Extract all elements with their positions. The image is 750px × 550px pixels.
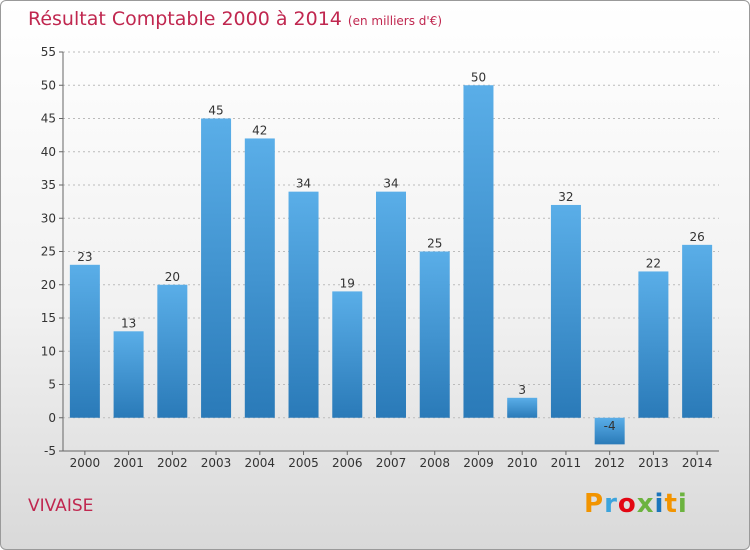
bar-value-label: 26 — [689, 230, 704, 244]
x-tick-label: 2001 — [113, 456, 144, 470]
bar — [594, 417, 625, 445]
x-tick-label: 2005 — [288, 456, 319, 470]
bar — [638, 271, 669, 418]
x-tick-label: 2012 — [594, 456, 625, 470]
x-tick-label: 2007 — [376, 456, 407, 470]
y-tick-label: 5 — [48, 378, 56, 392]
bar — [332, 291, 363, 418]
x-tick-label: 2000 — [70, 456, 101, 470]
x-tick-label: 2008 — [419, 456, 450, 470]
bar — [550, 204, 581, 418]
x-tick-label: 2009 — [463, 456, 494, 470]
chart-subtitle: (en milliers d'€) — [347, 14, 443, 28]
bar-value-label: 22 — [646, 256, 661, 270]
bar-value-label: 45 — [208, 104, 223, 118]
y-tick-label: 55 — [41, 45, 56, 59]
x-tick-label: 2013 — [638, 456, 669, 470]
logo-letter: t — [664, 489, 678, 519]
x-tick-label: 2002 — [157, 456, 188, 470]
place-name: VIVAISE — [28, 496, 94, 516]
y-tick-label: -5 — [44, 444, 56, 458]
bar-value-label: 25 — [427, 237, 442, 251]
logo-letter: i — [654, 489, 665, 519]
bar — [682, 244, 713, 418]
logo-letter: P — [584, 489, 605, 519]
bar-value-label: 19 — [340, 276, 355, 290]
logo-letter: o — [617, 489, 637, 519]
logo-letter: x — [636, 489, 655, 519]
bar — [419, 251, 450, 418]
bar — [376, 191, 406, 418]
bar-value-label: 3 — [518, 383, 526, 397]
bar-value-label: 13 — [121, 316, 136, 330]
bar — [507, 397, 538, 418]
bar — [244, 138, 275, 418]
bar — [288, 191, 319, 418]
bar-value-label: 34 — [383, 177, 398, 191]
bar — [201, 118, 232, 418]
bar — [463, 85, 494, 418]
y-tick-label: 10 — [41, 344, 56, 358]
logo-letter: i — [677, 489, 688, 519]
y-tick-label: 20 — [41, 278, 56, 292]
y-tick-label: 40 — [41, 145, 56, 159]
y-tick-label: 25 — [41, 245, 56, 259]
y-tick-label: 45 — [41, 112, 56, 126]
chart-title-text: Résultat Comptable 2000 à 2014 — [28, 8, 342, 30]
bar-value-label: 32 — [558, 190, 573, 204]
logo-letter: r — [604, 489, 618, 519]
bar-value-label: 20 — [165, 270, 180, 284]
x-tick-label: 2010 — [507, 456, 538, 470]
bar-value-label: 34 — [296, 177, 311, 191]
bar-value-label: 50 — [471, 70, 486, 84]
y-tick-label: 30 — [41, 211, 56, 225]
x-tick-label: 2006 — [332, 456, 363, 470]
chart-title: Résultat Comptable 2000 à 2014 (en millie… — [28, 8, 442, 30]
y-tick-label: 35 — [41, 178, 56, 192]
proxiti-logo: Proxiti — [584, 489, 688, 519]
bar-value-label: -4 — [604, 419, 616, 433]
y-tick-label: 15 — [41, 311, 56, 325]
bar — [113, 331, 144, 418]
x-tick-label: 2014 — [682, 456, 713, 470]
bar — [157, 284, 188, 418]
y-tick-label: 0 — [48, 411, 56, 425]
x-tick-label: 2003 — [201, 456, 232, 470]
y-tick-label: 50 — [41, 78, 56, 92]
x-tick-label: 2004 — [245, 456, 276, 470]
bar — [69, 264, 100, 418]
bar-value-label: 42 — [252, 123, 267, 137]
x-tick-label: 2011 — [551, 456, 582, 470]
bar-value-label: 23 — [77, 250, 92, 264]
